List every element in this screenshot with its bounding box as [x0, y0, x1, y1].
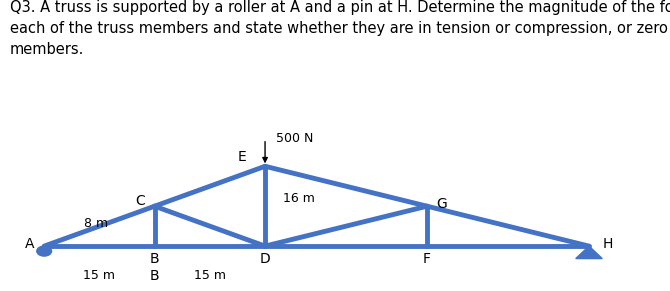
Text: D: D	[260, 252, 271, 266]
Text: C: C	[135, 194, 145, 208]
Text: B: B	[150, 252, 159, 266]
Text: 500 N: 500 N	[276, 132, 314, 145]
Text: 16 m: 16 m	[283, 192, 316, 205]
Text: Q3. A truss is supported by a roller at A and a pin at H. Determine the magnitud: Q3. A truss is supported by a roller at …	[10, 0, 670, 57]
Text: G: G	[436, 197, 447, 211]
Polygon shape	[576, 246, 602, 259]
Text: E: E	[238, 150, 247, 164]
Circle shape	[37, 246, 52, 256]
Text: F: F	[423, 252, 431, 266]
Text: 8 m: 8 m	[84, 217, 108, 230]
Text: A: A	[25, 237, 34, 251]
Text: B: B	[150, 269, 159, 283]
Text: 15 m: 15 m	[83, 269, 115, 282]
Text: H: H	[602, 237, 612, 251]
Text: 15 m: 15 m	[194, 269, 226, 282]
